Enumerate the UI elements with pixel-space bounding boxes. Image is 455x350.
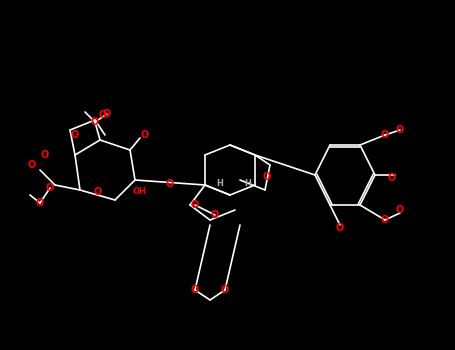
Text: O: O (396, 205, 404, 215)
Text: O: O (141, 130, 149, 140)
Text: O: O (93, 187, 101, 197)
Text: O: O (396, 125, 404, 135)
Text: O: O (91, 117, 99, 127)
Text: O: O (221, 285, 229, 295)
Text: O: O (41, 150, 49, 160)
Text: O: O (211, 210, 219, 220)
Text: OH: OH (133, 188, 147, 196)
Text: O: O (46, 183, 54, 193)
Text: H: H (217, 178, 223, 188)
Text: O: O (336, 223, 344, 233)
Text: O: O (71, 130, 79, 140)
Text: O: O (191, 285, 199, 295)
Text: O: O (191, 200, 199, 210)
Text: H: H (245, 178, 252, 188)
Text: O: O (103, 109, 111, 119)
Text: O: O (263, 172, 271, 182)
Text: O: O (381, 130, 389, 140)
Text: O: O (28, 160, 36, 170)
Text: O: O (36, 198, 44, 208)
Text: O: O (388, 173, 396, 183)
Text: O: O (381, 215, 389, 225)
Text: O: O (166, 179, 174, 189)
Text: O: O (99, 110, 107, 120)
